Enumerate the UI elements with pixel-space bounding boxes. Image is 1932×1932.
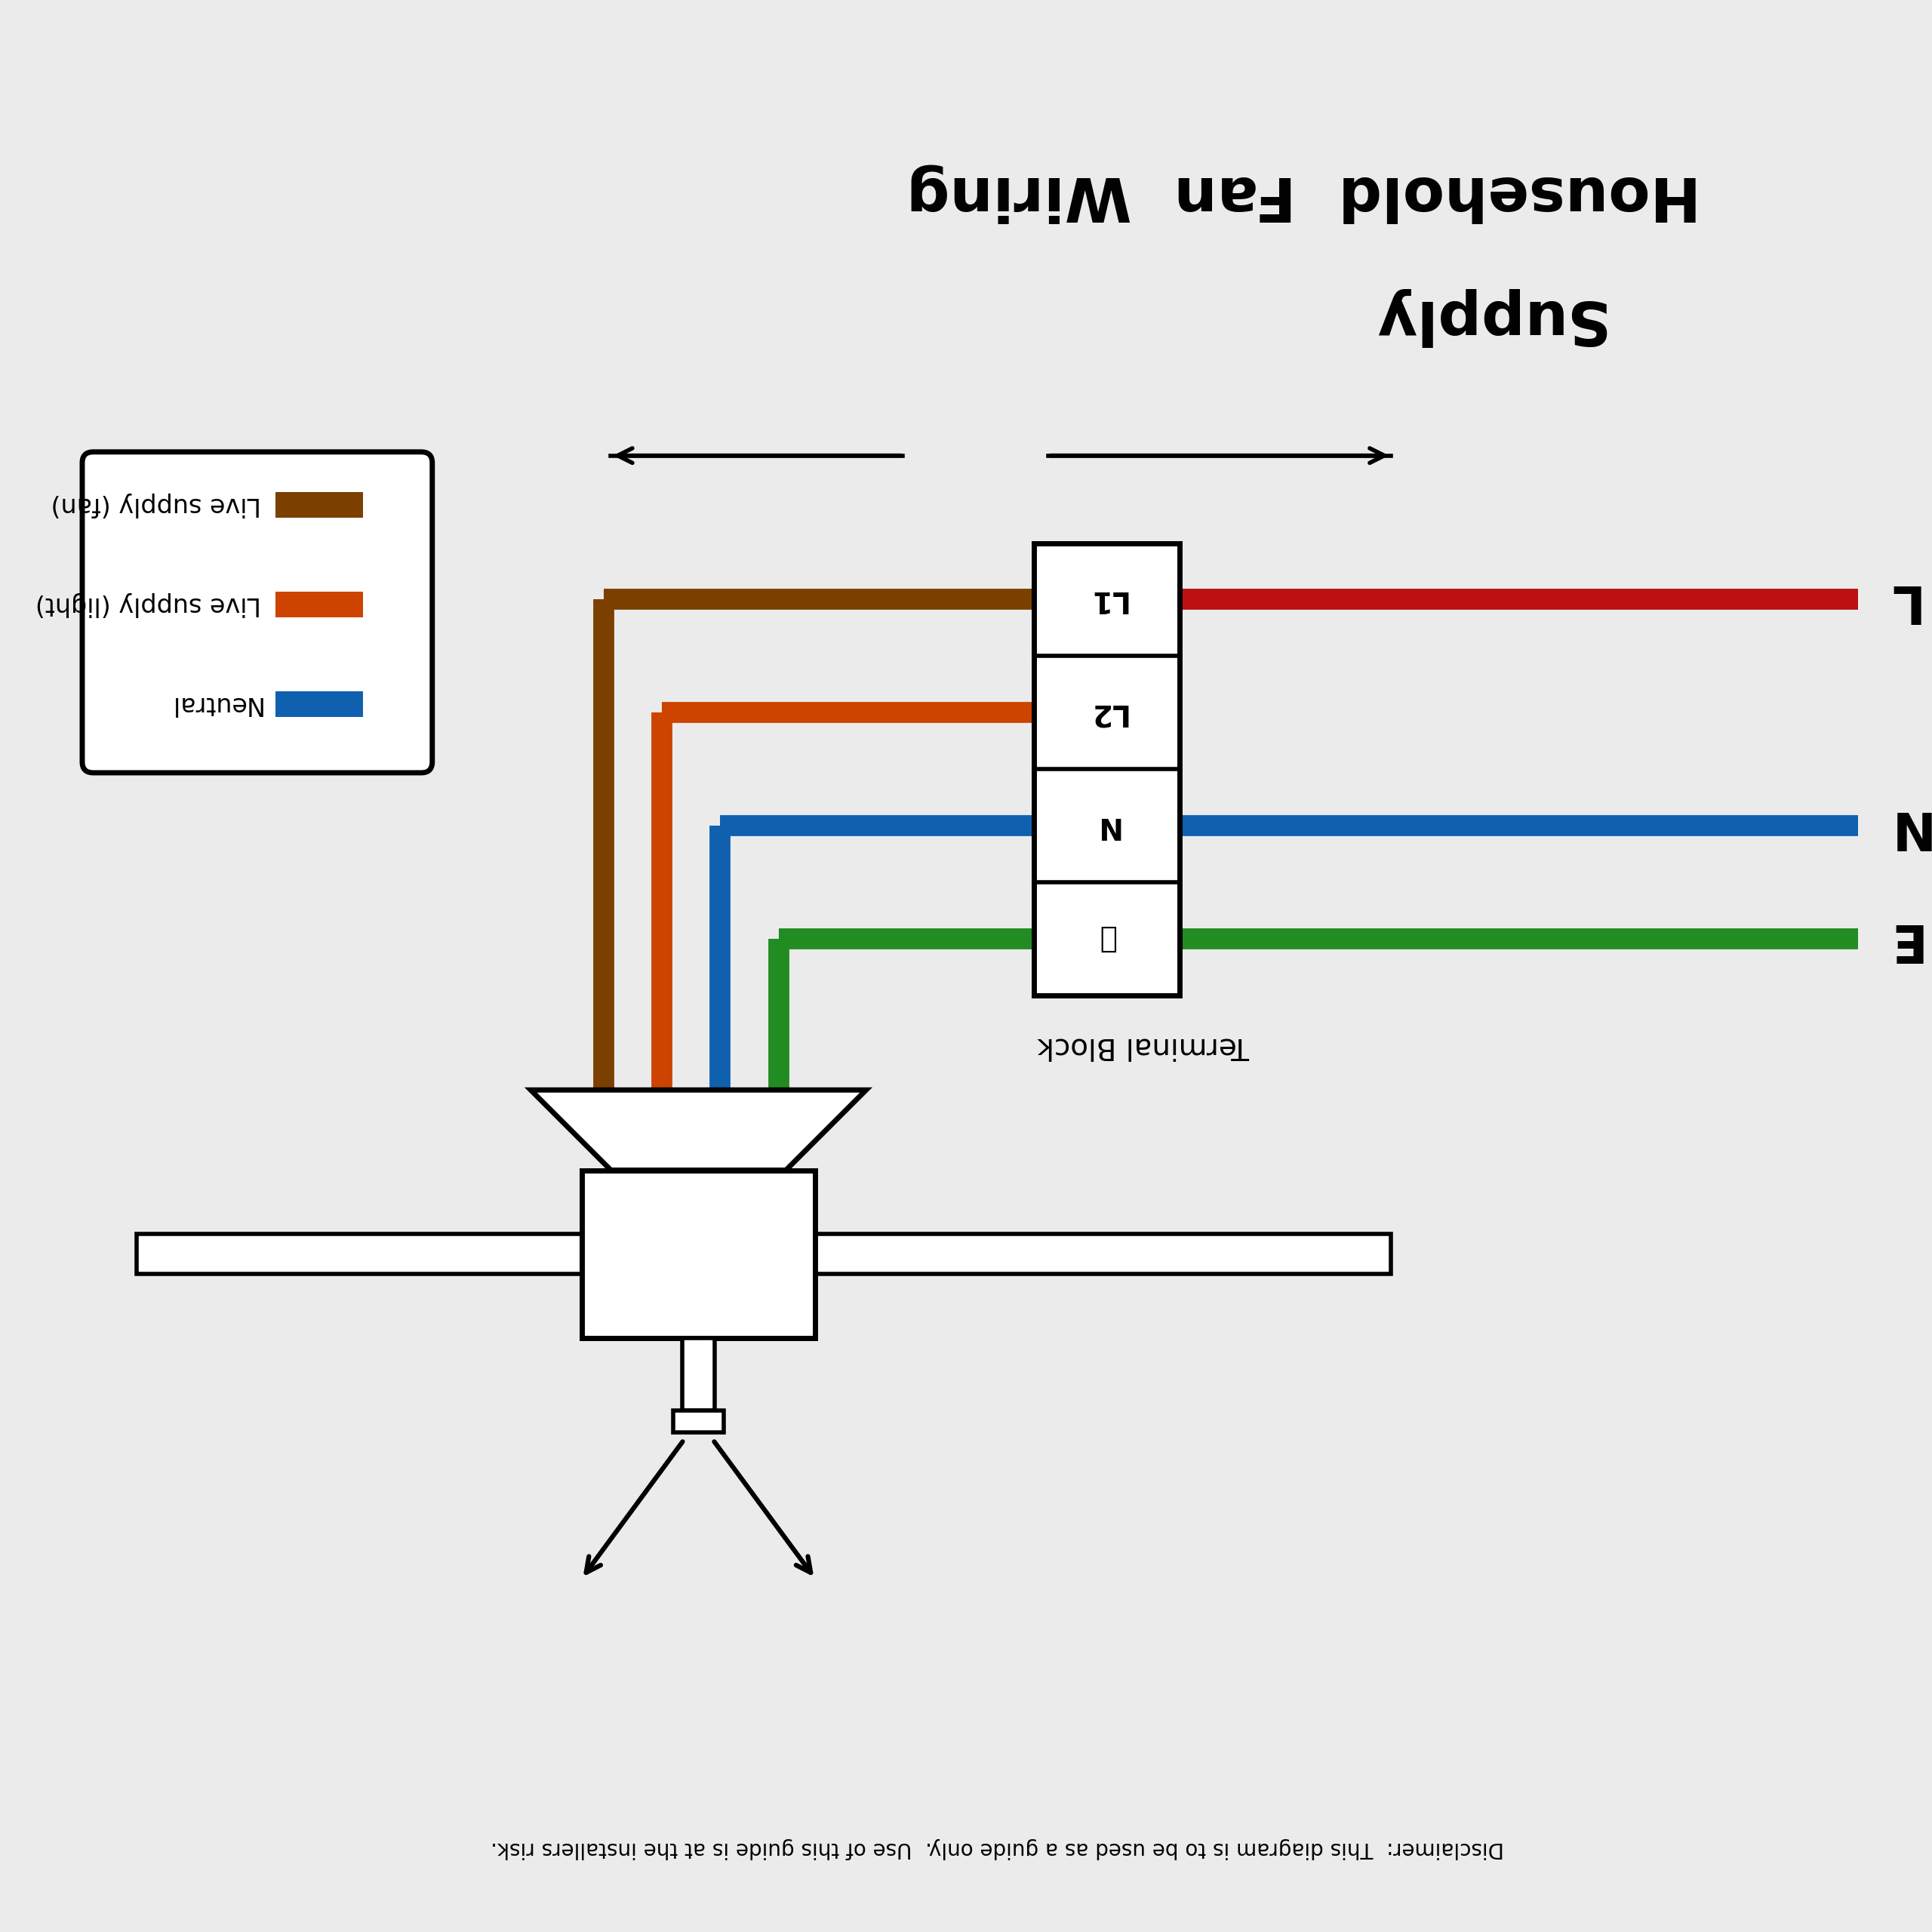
Bar bbox=[276, 591, 363, 616]
Text: L: L bbox=[1884, 574, 1917, 624]
Bar bbox=[582, 1171, 815, 1337]
Text: N: N bbox=[1094, 811, 1119, 840]
Text: Terminal Block: Terminal Block bbox=[1037, 1032, 1250, 1061]
Text: Live supply (light): Live supply (light) bbox=[35, 591, 261, 616]
Text: Supply: Supply bbox=[1368, 288, 1604, 346]
Bar bbox=[672, 1410, 724, 1434]
Bar bbox=[682, 1337, 715, 1410]
Polygon shape bbox=[531, 1090, 866, 1171]
Text: E: E bbox=[1884, 914, 1918, 964]
Text: L2: L2 bbox=[1088, 697, 1126, 726]
Bar bbox=[1034, 543, 1180, 995]
Text: Neutral: Neutral bbox=[168, 692, 261, 717]
Text: Live supply (fan): Live supply (fan) bbox=[50, 493, 261, 518]
Text: Household  Fan  Wiring: Household Fan Wiring bbox=[906, 164, 1700, 222]
Bar bbox=[137, 1235, 582, 1273]
Text: N: N bbox=[1884, 800, 1928, 850]
FancyBboxPatch shape bbox=[83, 452, 433, 773]
Text: Disclaimer:  This diagram is to be used as a guide only.  Use of this guide is a: Disclaimer: This diagram is to be used a… bbox=[491, 1837, 1505, 1859]
Bar bbox=[815, 1235, 1391, 1273]
Bar bbox=[276, 692, 363, 717]
Bar bbox=[276, 493, 363, 518]
Text: L1: L1 bbox=[1088, 585, 1126, 614]
Text: ⏚: ⏚ bbox=[1097, 923, 1115, 952]
